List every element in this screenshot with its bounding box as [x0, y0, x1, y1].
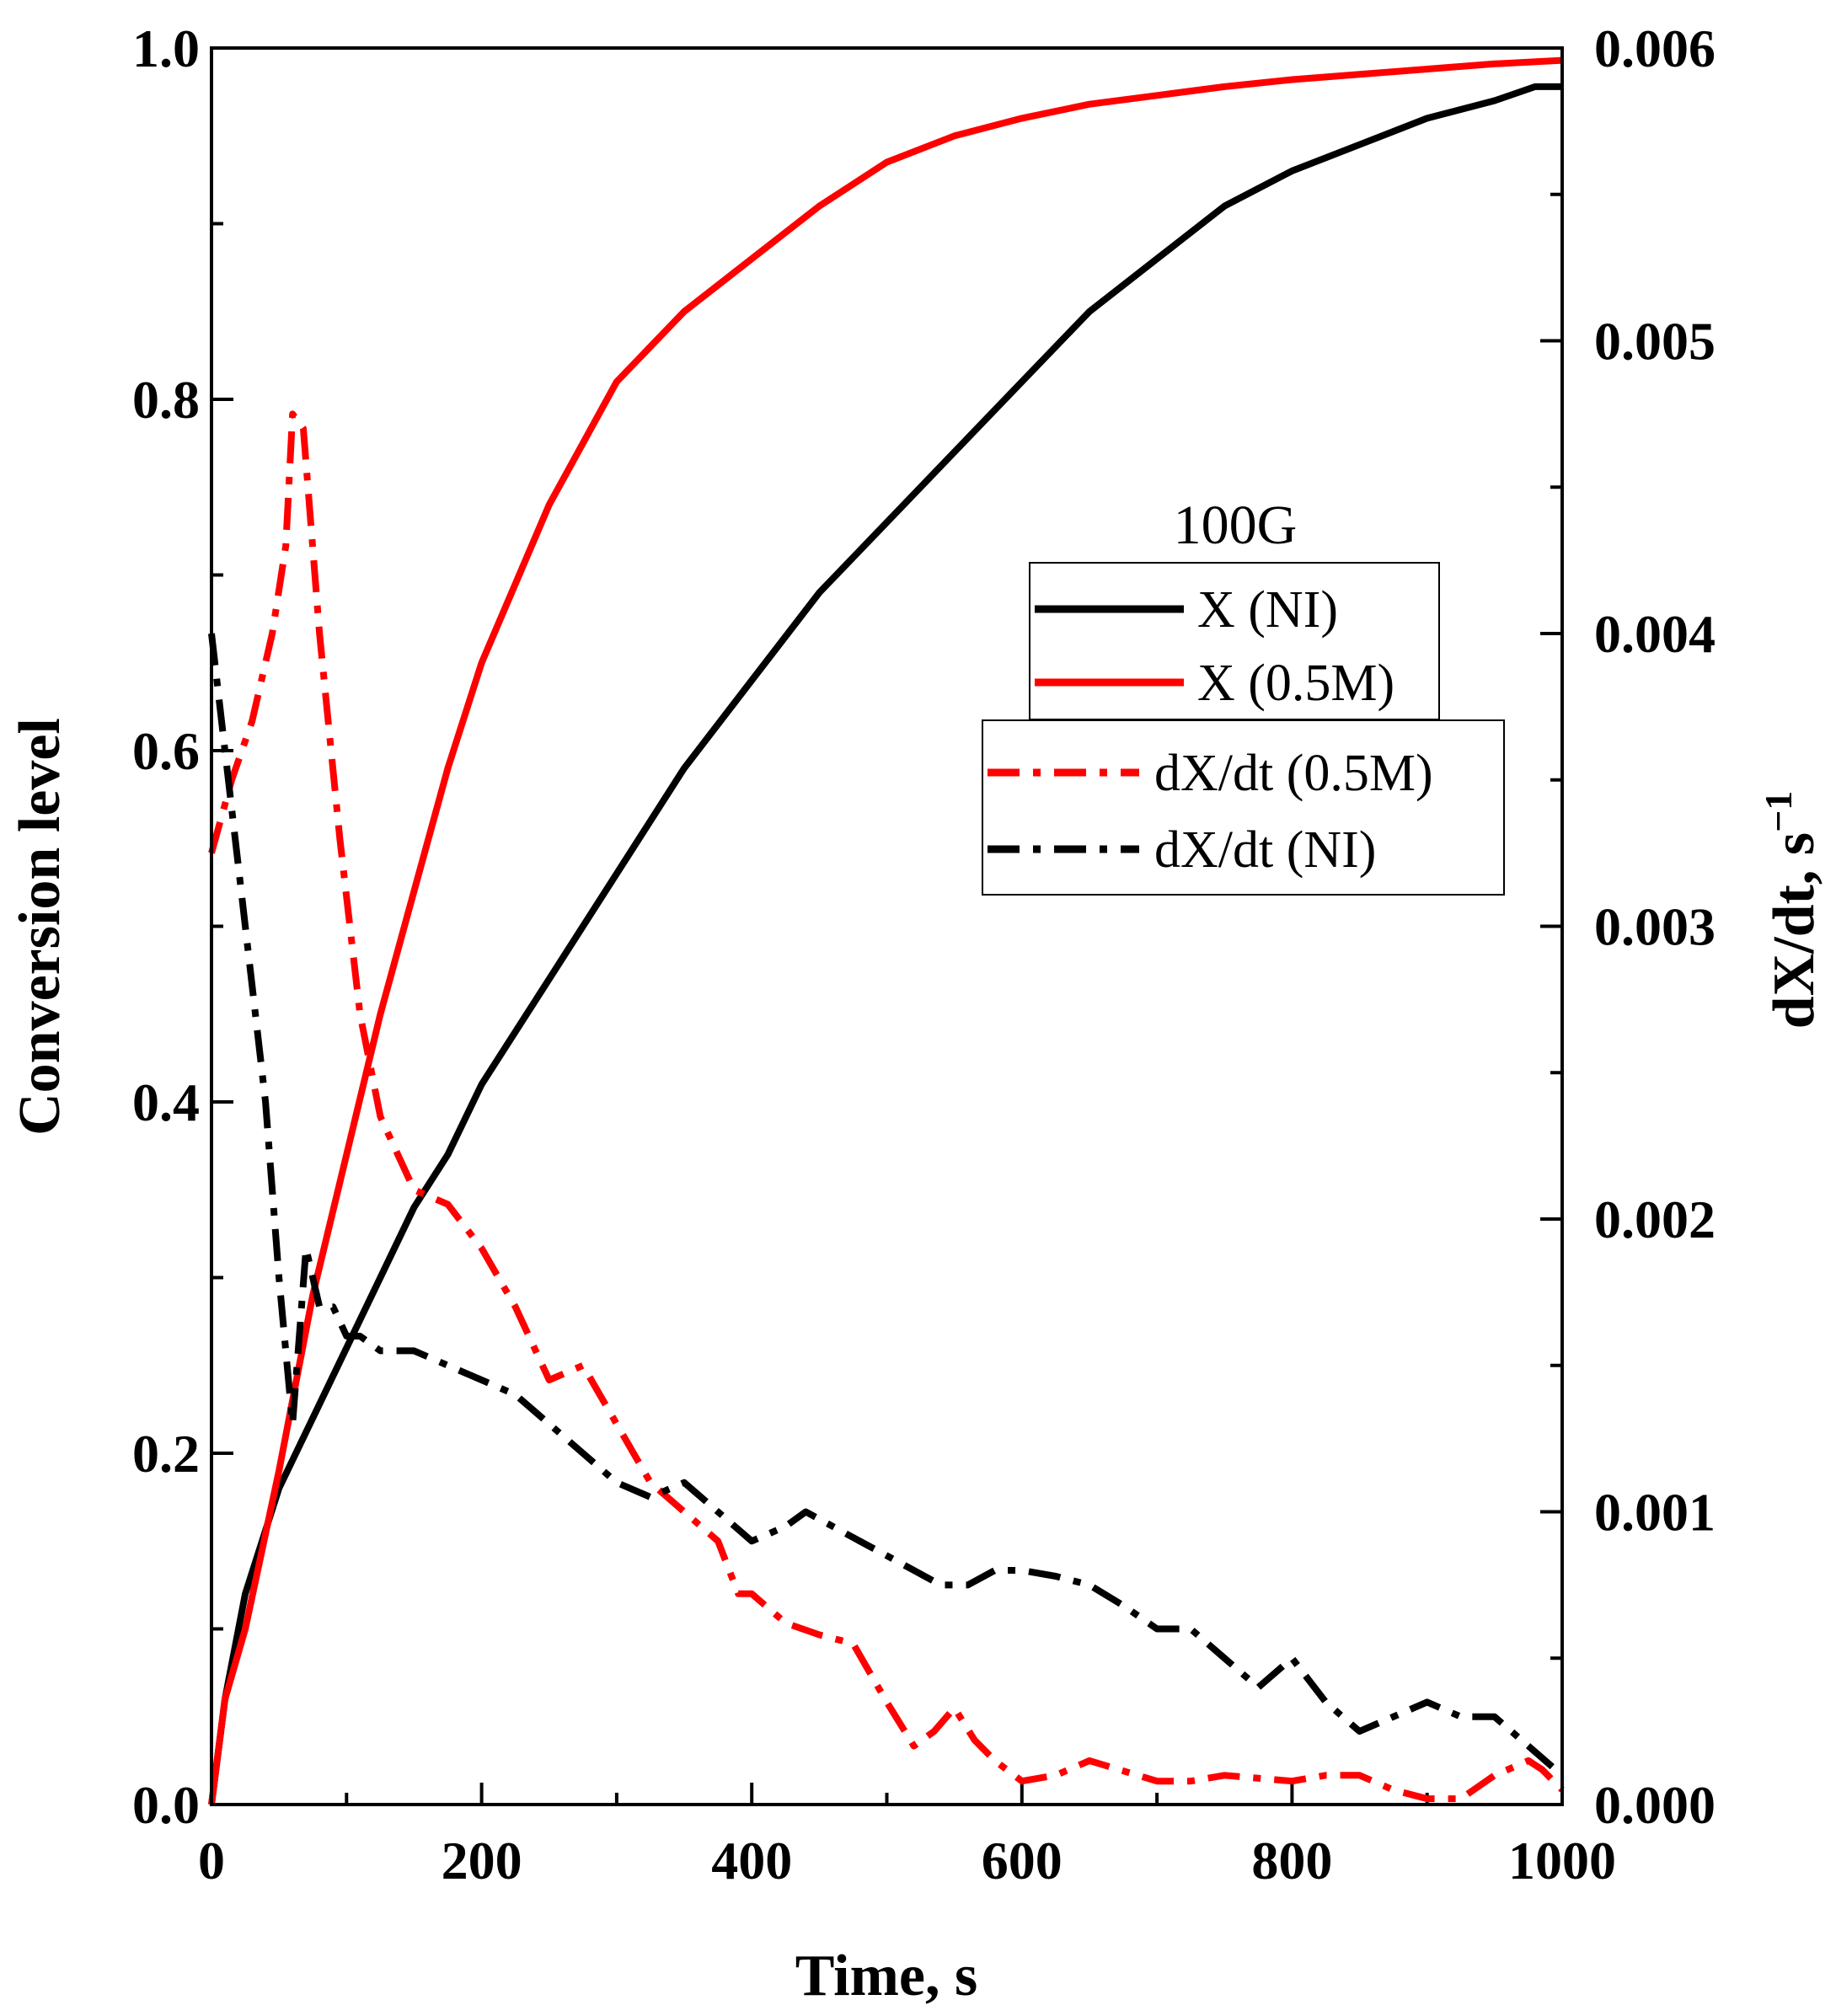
y2-tick-label: 0.005: [1594, 312, 1716, 372]
x-axis-title: Time, s: [795, 1944, 978, 2008]
legend-label-dxdt-05m: dX/dt (0.5M): [1154, 745, 1433, 802]
legend-title: 100G: [1174, 495, 1298, 556]
y2-axis-title-main: dX/dt, s: [1762, 832, 1827, 1029]
y2-tick-label: 0.000: [1594, 1775, 1716, 1835]
x-tick-label: 1000: [1508, 1831, 1616, 1890]
y-tick-label: 1.0: [132, 19, 200, 78]
tick-marks: [210, 46, 1564, 1806]
y2-tick-label: 0.004: [1594, 604, 1716, 664]
legend-box-lower: [982, 719, 1505, 896]
legend-label-x-ni: X (NI): [1197, 581, 1338, 639]
series-lines: [208, 56, 1565, 1805]
series-line-2: [208, 410, 1565, 1803]
x-tick-label: 400: [711, 1831, 792, 1890]
plot-frame: [210, 46, 1564, 1806]
y-axis-title: Conversion level: [8, 718, 72, 1136]
x-tick-label: 0: [198, 1831, 225, 1890]
y2-axis-title: dX/dt, s−1: [1757, 791, 1827, 1029]
y-tick-label: 0.8: [132, 370, 200, 430]
series-line-0: [208, 83, 1562, 1805]
legend: 100G X (NI) X (0.5M) dX/dt (0.5M) dX/dt …: [982, 495, 1505, 896]
legend-label-x-05m: X (0.5M): [1197, 655, 1394, 712]
y2-axis-title-exponent: −1: [1757, 791, 1800, 832]
tick-labels: 0 200 400 600 800 1000 0.0 0.2 0.4 0.6 0.8 1.0 0.000…: [132, 19, 1716, 1890]
y2-tick-label: 0.003: [1594, 897, 1716, 957]
x-tick-label: 200: [442, 1831, 522, 1890]
y2-tick-label: 0.002: [1594, 1190, 1716, 1249]
y2-tick-label: 0.001: [1594, 1483, 1716, 1543]
legend-label-dxdt-ni: dX/dt (NI): [1154, 821, 1376, 879]
y2-tick-label: 0.006: [1594, 19, 1716, 78]
x-tick-label: 600: [982, 1831, 1063, 1890]
y-tick-label: 0.0: [132, 1775, 200, 1835]
x-tick-label: 800: [1251, 1831, 1332, 1890]
y-tick-label: 0.4: [132, 1072, 200, 1132]
series-line-3: [208, 633, 1565, 1778]
series-line-1: [208, 56, 1563, 1805]
y-tick-label: 0.2: [132, 1424, 200, 1484]
y-tick-label: 0.6: [132, 721, 200, 781]
